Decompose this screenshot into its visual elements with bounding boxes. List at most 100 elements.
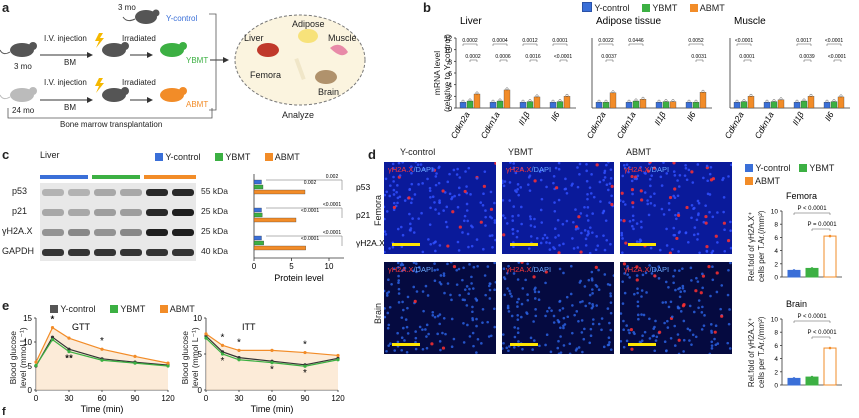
- brain-organ-icon: [315, 70, 337, 84]
- pbracket: [492, 43, 508, 46]
- group-label-abmt: ABMT: [186, 100, 209, 109]
- nucleus: [645, 291, 648, 294]
- nucleus: [557, 251, 561, 254]
- nucleus: [415, 262, 418, 265]
- nucleus: [462, 322, 465, 325]
- asterisk-1-0: *: [221, 332, 225, 343]
- nucleus: [692, 310, 696, 314]
- muscle-organ-icon: [330, 44, 348, 56]
- nucleus: [625, 339, 629, 343]
- nucleus: [630, 179, 634, 183]
- nucleus: [711, 278, 715, 282]
- group-label-ycontrol: Y-control: [166, 14, 198, 23]
- nucleus: [543, 233, 547, 237]
- nucleus: [679, 310, 683, 313]
- hbar-1-2: [253, 217, 297, 223]
- pvalue-c-0-b: 0.002: [326, 174, 339, 180]
- nucleus: [397, 287, 401, 291]
- nucleus: [681, 267, 684, 270]
- nucleus: [673, 324, 677, 328]
- nucleus: [559, 326, 562, 330]
- nucleus: [384, 217, 386, 221]
- nucleus: [511, 219, 515, 222]
- nucleus: [607, 336, 611, 339]
- nucleus: [442, 317, 446, 320]
- nucleus: [384, 307, 386, 310]
- hbar-0-2: [253, 189, 306, 195]
- nucleus: [681, 304, 686, 308]
- nucleus: [425, 346, 429, 350]
- pbracket: [529, 59, 538, 62]
- pvalue-0-2-b: 0.0016: [525, 54, 541, 60]
- nucleus: [512, 166, 516, 170]
- nucleus: [421, 290, 425, 293]
- nucleus: [706, 192, 710, 196]
- nucleus: [450, 298, 453, 302]
- pbracket: [266, 179, 343, 190]
- nucleus: [509, 292, 512, 295]
- mouse-icon-young: [0, 42, 37, 57]
- nucleus: [644, 271, 648, 275]
- nucleus: [626, 273, 629, 276]
- nucleus: [461, 298, 465, 302]
- nucleus: [690, 203, 694, 207]
- age-label-ycontrol: 3 mo: [118, 3, 136, 12]
- nucleus: [641, 273, 645, 277]
- nucleus: [385, 349, 388, 353]
- nucleus: [576, 227, 580, 230]
- nucleus: [562, 242, 565, 246]
- nucleus: [446, 180, 450, 184]
- nucleus: [650, 272, 654, 275]
- nucleus: [677, 338, 681, 342]
- nucleus: [465, 304, 469, 307]
- nucleus: [670, 315, 674, 319]
- nucleus: [586, 206, 590, 209]
- nucleus: [502, 184, 506, 188]
- nucleus: [404, 318, 408, 321]
- nucleus: [621, 280, 624, 283]
- nucleus: [676, 305, 680, 309]
- nucleus: [441, 346, 446, 350]
- legend-c-ycontrol: Y-control: [165, 152, 201, 162]
- nucleus: [544, 314, 547, 318]
- nucleus: [691, 333, 695, 337]
- nucleus: [415, 270, 418, 274]
- nucleus: [516, 300, 519, 304]
- nucleus: [532, 320, 535, 323]
- nucleus: [481, 321, 484, 324]
- nucleus: [641, 334, 644, 338]
- nucleus: [463, 214, 467, 218]
- nucleus: [437, 166, 440, 170]
- nucleus: [584, 237, 588, 241]
- nucleus: [429, 242, 433, 246]
- nucleus: [672, 281, 675, 285]
- scale-bar: [628, 343, 656, 346]
- nucleus: [471, 316, 474, 320]
- nucleus: [397, 279, 401, 282]
- nucleus: [488, 282, 492, 286]
- nucleus: [384, 205, 386, 209]
- nucleus: [421, 347, 425, 351]
- blot-band: [146, 189, 168, 196]
- nucleus: [716, 342, 720, 345]
- bar-1-2-1: [662, 101, 670, 109]
- nucleus: [635, 240, 639, 243]
- nucleus: [537, 298, 541, 302]
- micrograph-brain-0: γH2A.X/DAPI: [384, 262, 496, 354]
- nucleus: [625, 163, 629, 166]
- pbracket: [499, 59, 508, 62]
- nucleus: [408, 188, 411, 192]
- nucleus: [588, 301, 591, 305]
- nucleus: [452, 265, 457, 269]
- nucleus: [445, 205, 449, 209]
- nucleus: [557, 198, 561, 202]
- nucleus: [427, 238, 430, 241]
- nucleus: [503, 216, 507, 220]
- nucleus: [465, 202, 469, 206]
- nucleus: [595, 235, 598, 238]
- mouse-icon-old: [0, 87, 37, 102]
- bar-0-0-0: [459, 102, 467, 109]
- kda-label-4: 40 kDa: [201, 246, 228, 256]
